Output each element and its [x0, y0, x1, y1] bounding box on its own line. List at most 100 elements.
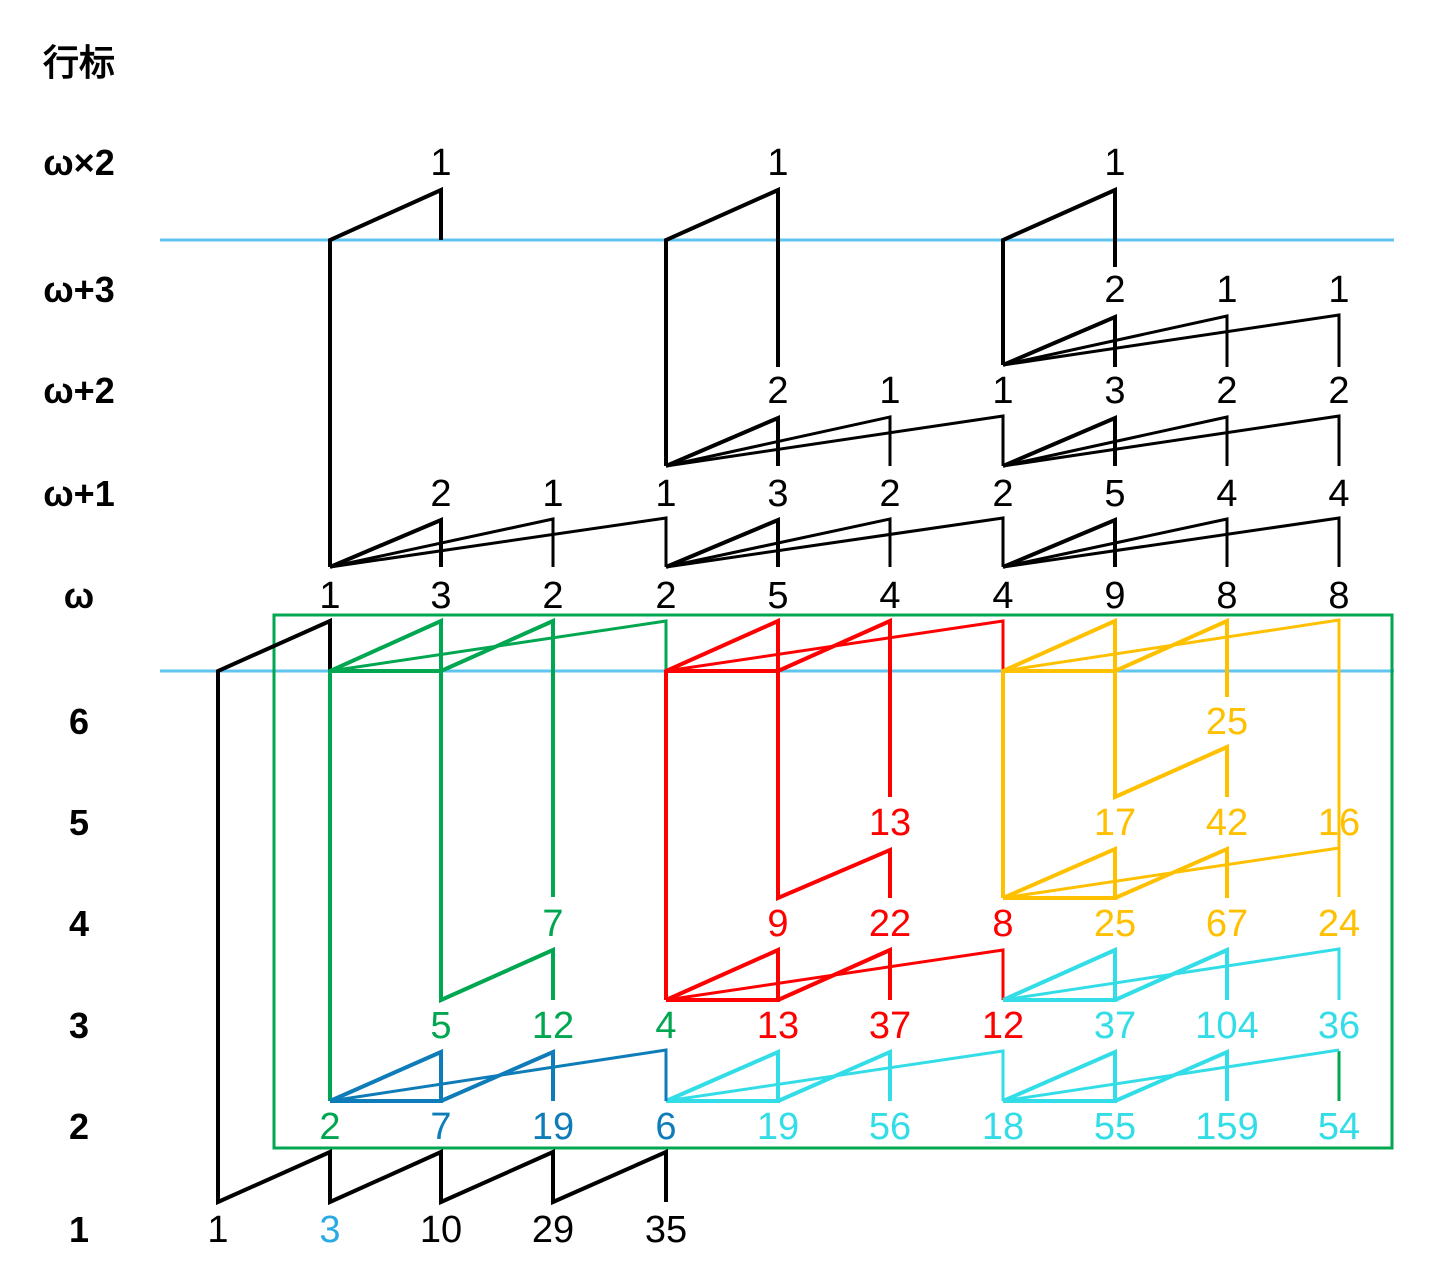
connector-line [1002, 846, 1340, 900]
node-value-w2b-2: 1 [992, 370, 1013, 412]
connector-line [665, 414, 1005, 468]
connector-group-red [664, 617, 1005, 1002]
node-value-w2b-4: 2 [1216, 370, 1237, 412]
node-value-r4-3: 8 [992, 903, 1013, 945]
connector-line [665, 619, 1005, 673]
node-value-r1-2: 10 [420, 1209, 462, 1251]
row-label-4: 4 [69, 903, 89, 944]
node-value-r4-0: 7 [542, 903, 563, 945]
connector-line [1002, 414, 1341, 468]
node-value-w-5: 4 [879, 575, 900, 617]
connector-line [1002, 516, 1341, 569]
connector-line [1002, 517, 1229, 569]
connector-line [777, 946, 892, 1002]
node-value-r3-3: 13 [757, 1005, 799, 1047]
node-value-w2b-1: 1 [879, 370, 900, 412]
node-value-w1-7: 4 [1216, 473, 1237, 515]
node-value-w2b-3: 3 [1104, 370, 1125, 412]
node-value-w3-2: 1 [1328, 269, 1349, 311]
connector-line [1002, 313, 1341, 367]
node-value-r6-0: 25 [1206, 701, 1248, 743]
connector-group-orange [1001, 617, 1341, 900]
node-value-w1-0: 2 [430, 473, 451, 515]
node-value-r3-0: 5 [430, 1005, 451, 1047]
connector-line [1001, 186, 1117, 365]
connector-line [1114, 617, 1229, 697]
node-value-w-0: 1 [319, 575, 340, 617]
connector-line [1002, 313, 1117, 367]
row-label-6: 6 [69, 701, 89, 742]
node-value-r5-3: 16 [1318, 802, 1360, 844]
connector-line [1002, 1048, 1340, 1103]
row-label-5: 5 [69, 802, 89, 843]
node-value-w-3: 2 [655, 575, 676, 617]
connector-line [1113, 671, 1229, 801]
connector-line [329, 516, 668, 569]
node-value-r2-3: 6 [655, 1106, 676, 1148]
node-value-r1-3: 29 [532, 1209, 574, 1251]
row-label-3: 3 [69, 1005, 89, 1046]
row-label-omega-plus-1: ω+1 [43, 473, 114, 514]
connector-line [664, 617, 780, 1000]
connector-line [216, 617, 668, 1206]
node-value-w-4: 5 [767, 575, 788, 617]
connector-line [439, 671, 555, 1004]
connector-line [1002, 415, 1229, 468]
node-value-r5-1: 17 [1094, 802, 1136, 844]
node-value-r5-0: 13 [869, 802, 911, 844]
node-value-w1-5: 2 [992, 473, 1013, 515]
node-value-r2-9: 54 [1318, 1106, 1360, 1148]
connector-line [329, 1048, 443, 1103]
connector-line [776, 671, 892, 902]
connector-line [665, 1048, 780, 1103]
connector-line [329, 619, 668, 673]
node-value-w2b-0: 2 [767, 370, 788, 412]
connector-line [665, 517, 892, 569]
connector-line [1002, 946, 1117, 1002]
connector-line [665, 415, 892, 468]
connector-line [1114, 1048, 1229, 1103]
highlight-box [272, 613, 1394, 1150]
node-value-w2b-5: 2 [1328, 370, 1349, 412]
connector-line [777, 1048, 892, 1103]
node-value-r3-2: 4 [655, 1005, 676, 1047]
node-value-w2-2: 1 [1104, 142, 1125, 184]
node-value-r4-4: 25 [1094, 903, 1136, 945]
row-label-omega-plus-2: ω+2 [43, 370, 114, 411]
node-value-r5-2: 42 [1206, 802, 1248, 844]
node-value-w1-8: 4 [1328, 473, 1349, 515]
connector-line [777, 617, 892, 797]
node-value-w1-4: 2 [879, 473, 900, 515]
row-label-1: 1 [69, 1209, 89, 1250]
node-value-w1-2: 1 [655, 473, 676, 515]
node-value-w-8: 8 [1216, 575, 1237, 617]
row-label-omega-times-2: ω×2 [43, 142, 114, 183]
connector-line [440, 617, 555, 897]
node-value-r2-4: 19 [757, 1106, 799, 1148]
node-value-r2-7: 55 [1094, 1106, 1136, 1148]
row-label-omega-plus-3: ω+3 [43, 269, 114, 310]
node-value-w2-0: 1 [430, 142, 451, 184]
connector-group-green [328, 617, 1341, 1101]
connector-line [1002, 1048, 1117, 1103]
node-value-w1-6: 5 [1104, 473, 1125, 515]
connector-line [440, 1048, 555, 1103]
node-value-w3-0: 2 [1104, 269, 1125, 311]
node-value-r1-4: 35 [645, 1209, 687, 1251]
node-value-r2-8: 159 [1195, 1106, 1258, 1148]
connector-group-cyan [665, 946, 1341, 1103]
node-value-w2-1: 1 [767, 142, 788, 184]
node-value-r2-6: 18 [982, 1106, 1024, 1148]
node-value-w3-1: 1 [1216, 269, 1237, 311]
node-value-r1-0: 1 [207, 1209, 228, 1251]
node-value-r1-1: 3 [319, 1209, 340, 1251]
node-value-r3-5: 12 [982, 1005, 1024, 1047]
node-value-r4-1: 9 [767, 903, 788, 945]
node-value-w-7: 9 [1104, 575, 1125, 617]
connector-line [664, 186, 780, 466]
connector-line [665, 948, 1005, 1002]
node-value-r3-1: 12 [532, 1005, 574, 1047]
connector-line [328, 186, 443, 567]
